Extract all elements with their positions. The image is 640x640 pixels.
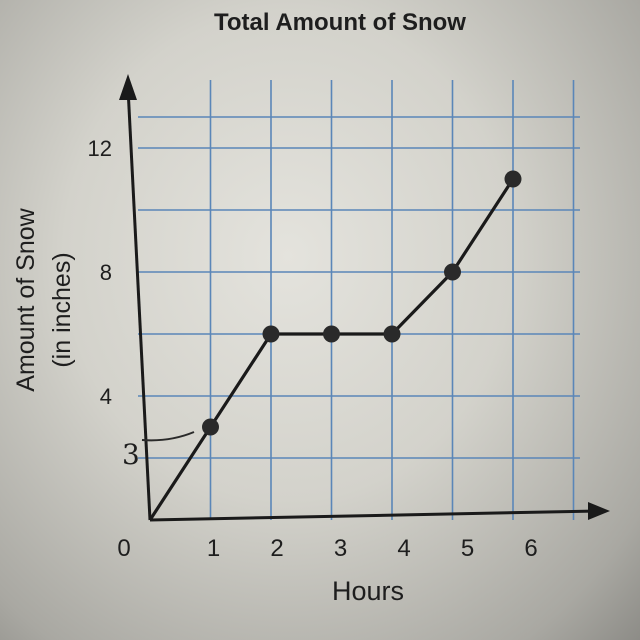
- data-point: [383, 325, 401, 343]
- x-axis-arrow: [588, 502, 610, 520]
- y-axis-line: [126, 87, 152, 521]
- grid: [138, 80, 580, 520]
- x-axis-label: Hours: [332, 576, 404, 606]
- x-tick-label: 3: [334, 535, 347, 562]
- y-axis-arrow: [119, 74, 137, 100]
- x-tick-label: 2: [270, 535, 283, 562]
- y-tick-label: 12: [88, 136, 112, 161]
- x-tick-label: 4: [397, 535, 410, 562]
- y-tick-labels: 4 8 12: [88, 136, 112, 409]
- data-points: [202, 170, 522, 436]
- y-tick-label: 4: [100, 384, 112, 409]
- x-tick-label: 1: [207, 535, 220, 562]
- data-point: [504, 170, 522, 188]
- y-axis-sublabel: (in inches): [48, 252, 76, 367]
- data-point: [202, 418, 219, 436]
- chart-title: Total Amount of Snow: [214, 9, 466, 36]
- handwritten-pointer: [141, 431, 195, 442]
- x-tick-label: 0: [117, 535, 130, 562]
- handwritten-note: 3: [122, 431, 195, 471]
- axes: [119, 74, 610, 522]
- y-tick-label: 8: [100, 260, 112, 285]
- data-point: [444, 263, 461, 281]
- x-axis-line: [149, 509, 599, 522]
- data-point: [323, 325, 340, 343]
- x-tick-label: 5: [461, 535, 474, 562]
- handwritten-three: 3: [122, 438, 140, 471]
- y-axis-label: Amount of Snow: [12, 207, 40, 391]
- x-tick-label: 6: [524, 535, 537, 562]
- data-point: [262, 325, 280, 343]
- x-tick-labels: 0 1 2 3 4 5 6: [117, 535, 537, 562]
